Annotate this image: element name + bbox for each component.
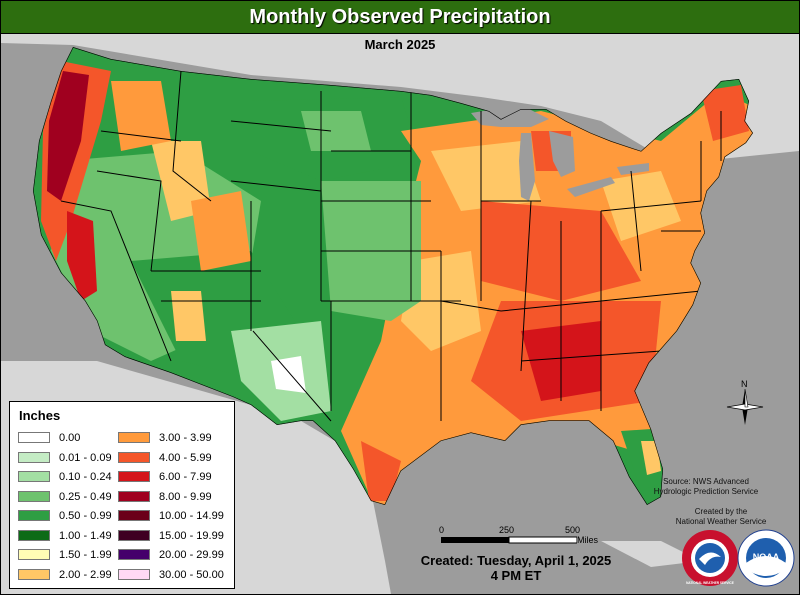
lake-michigan xyxy=(519,133,535,201)
legend-label: 0.01 - 0.09 xyxy=(59,451,112,464)
legend-swatch xyxy=(18,471,50,482)
created-timestamp: Created: Tuesday, April 1, 2025 4 PM ET xyxy=(381,553,651,583)
legend-label: 3.00 - 3.99 xyxy=(159,432,212,444)
lake-erie xyxy=(567,177,615,197)
legend-label: 4.00 - 5.99 xyxy=(159,451,212,464)
legend-item: 1.50 - 1.99 xyxy=(18,549,112,561)
legend-swatch xyxy=(118,471,150,482)
legend-swatch xyxy=(118,432,150,443)
map-title: Monthly Observed Precipitation xyxy=(1,1,799,34)
created-line-1: Created: Tuesday, April 1, 2025 xyxy=(420,553,612,568)
cuba-land xyxy=(601,541,701,567)
legend-label: 15.00 - 19.99 xyxy=(159,529,224,542)
legend-label: 2.00 - 2.99 xyxy=(59,568,112,581)
legend-item: 0.25 - 0.49 xyxy=(18,490,112,503)
source-note: Source: NWS Advanced Hydrologic Predicti… xyxy=(621,477,791,497)
legend-title: Inches xyxy=(19,408,61,423)
legend-item: 0.00 xyxy=(18,432,80,444)
legend-swatch xyxy=(18,568,50,580)
legend-swatch xyxy=(18,432,50,443)
north-arrow-icon: N xyxy=(726,379,764,425)
scale-tick-250: 250 xyxy=(499,525,515,535)
legend-swatch xyxy=(18,451,50,463)
legend-item: 0.50 - 0.99 xyxy=(18,510,112,522)
nws-logo-icon: NATIONAL WEATHER SERVICE xyxy=(682,530,738,586)
scale-unit: Miles xyxy=(577,535,599,545)
legend-item: 4.00 - 5.99 xyxy=(118,451,212,464)
legend: Inches 0.00 0.01 - 0.09 0.10 - 0.24 0.25 - … xyxy=(9,401,235,589)
legend-label: 0.10 - 0.24 xyxy=(59,471,112,483)
scale-tick-500: 500 xyxy=(565,525,581,535)
lake-ontario xyxy=(617,163,649,175)
legend-swatch xyxy=(18,529,50,541)
state-borders xyxy=(33,47,753,505)
legend-label: 0.50 - 0.99 xyxy=(59,510,112,522)
source-line-1: Source: NWS Advanced xyxy=(663,477,749,486)
scale-tick-0: 0 xyxy=(439,525,445,535)
lake-huron xyxy=(549,131,575,177)
legend-item: 15.00 - 19.99 xyxy=(118,529,224,542)
lake-superior xyxy=(471,105,549,127)
legend-swatch xyxy=(118,510,150,521)
legend-item: 6.00 - 7.99 xyxy=(118,471,212,483)
created-by-line-2: National Weather Service xyxy=(675,517,767,526)
legend-item: 20.00 - 29.99 xyxy=(118,549,224,561)
canada-land xyxy=(1,34,799,161)
legend-item: 0.10 - 0.24 xyxy=(18,471,112,483)
noaa-logo-text: NOAA xyxy=(753,552,780,562)
legend-item: 3.00 - 3.99 xyxy=(118,432,212,444)
map-subtitle: March 2025 xyxy=(364,37,436,52)
legend-item: 10.00 - 14.99 xyxy=(118,510,224,522)
legend-label: 1.50 - 1.99 xyxy=(59,549,112,561)
legend-item: 2.00 - 2.99 xyxy=(18,568,112,581)
legend-swatch xyxy=(18,549,50,560)
legend-swatch xyxy=(118,490,150,502)
legend-label: 0.25 - 0.49 xyxy=(59,490,112,503)
created-line-2: 4 PM ET xyxy=(490,568,542,583)
legend-item: 30.00 - 50.00 xyxy=(118,568,224,581)
created-by-line-1: Created by the xyxy=(694,507,748,516)
legend-label: 20.00 - 29.99 xyxy=(159,549,224,561)
legend-swatch xyxy=(118,451,150,463)
north-label: N xyxy=(741,379,748,389)
legend-swatch xyxy=(18,490,50,502)
scale-bar: 0 250 500 Miles xyxy=(437,525,599,555)
legend-label: 1.00 - 1.49 xyxy=(59,529,112,542)
legend-swatch xyxy=(118,529,150,541)
precipitation-map xyxy=(1,34,799,594)
created-by-note: Created by the National Weather Service xyxy=(651,507,791,527)
nws-logo-text: NATIONAL WEATHER SERVICE xyxy=(686,581,734,585)
legend-label: 10.00 - 14.99 xyxy=(159,510,224,522)
source-line-2: Hydrologic Prediction Service xyxy=(653,487,759,496)
legend-item: 0.01 - 0.09 xyxy=(18,451,112,464)
legend-swatch xyxy=(18,510,50,521)
legend-item: 8.00 - 9.99 xyxy=(118,490,212,503)
legend-item: 1.00 - 1.49 xyxy=(18,529,112,542)
legend-swatch xyxy=(118,568,150,580)
legend-swatch xyxy=(118,549,150,560)
noaa-logo-icon: NOAA xyxy=(737,529,795,587)
legend-label: 0.00 xyxy=(59,432,81,444)
legend-label: 8.00 - 9.99 xyxy=(159,490,212,503)
legend-label: 6.00 - 7.99 xyxy=(159,471,212,483)
legend-label: 30.00 - 50.00 xyxy=(159,568,224,581)
